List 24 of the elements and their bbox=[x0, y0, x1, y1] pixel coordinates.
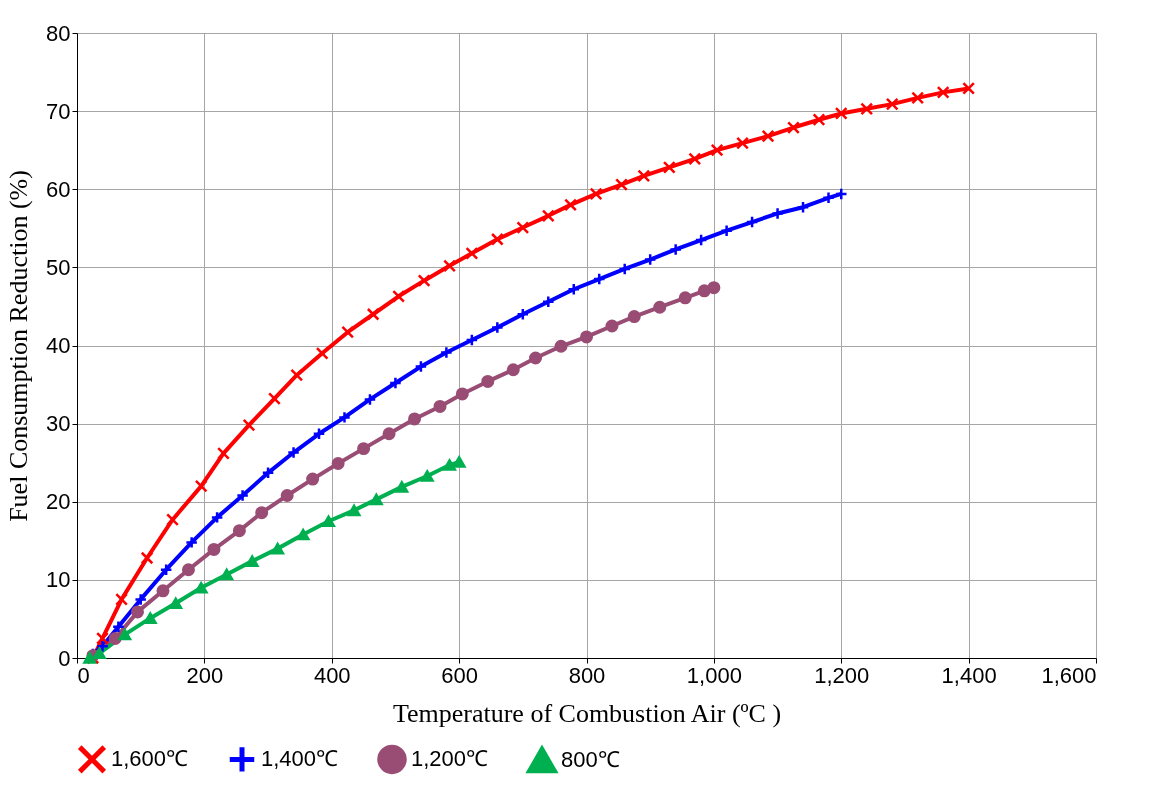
x-tick-label: 200 bbox=[186, 662, 224, 688]
x-tick-label: 1,000 bbox=[686, 662, 742, 688]
y-tick-label: 60 bbox=[46, 176, 71, 202]
y-tick-label: 30 bbox=[46, 411, 71, 437]
legend-label: 1,200℃ bbox=[411, 746, 489, 772]
x-tick-label: 600 bbox=[441, 662, 478, 688]
y-tick-label: 70 bbox=[46, 98, 71, 124]
legend-label: 800℃ bbox=[561, 747, 620, 773]
x-tick-label: 400 bbox=[313, 662, 351, 688]
x-tick-label: 1,200 bbox=[814, 662, 870, 688]
y-tick-label: 50 bbox=[46, 254, 71, 280]
legend-label: 1,600℃ bbox=[111, 746, 189, 772]
y-tick-label: 40 bbox=[46, 333, 71, 358]
x-tick-label: 1,400 bbox=[941, 662, 997, 688]
y-tick-label: 10 bbox=[46, 567, 71, 593]
y-tick-label: 80 bbox=[46, 20, 71, 46]
y-axis-title: Fuel Consumption Reduction (%) bbox=[4, 170, 34, 522]
x-axis-title: Temperature of Combustion Air (ºC ) bbox=[392, 698, 782, 728]
x-tick-label: 1,600 bbox=[1041, 662, 1097, 688]
y-tick-label: 20 bbox=[46, 489, 71, 515]
x-tick-label: 800 bbox=[568, 662, 606, 688]
x-tick-label: 0 bbox=[77, 662, 90, 688]
legend-label: 1,400℃ bbox=[261, 746, 339, 772]
y-tick-label: 0 bbox=[58, 645, 71, 671]
